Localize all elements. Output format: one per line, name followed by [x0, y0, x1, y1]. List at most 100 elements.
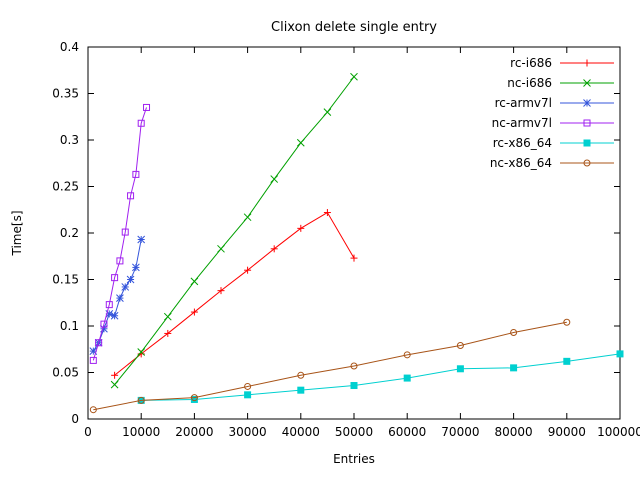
circle-open-marker [510, 329, 518, 337]
series-line [114, 76, 355, 385]
square-open-marker [100, 320, 108, 328]
circle-open-marker [583, 159, 591, 167]
legend: rc-i686 nc-i686 rc-armv7l nc-armv7l rc-x86_6… [490, 56, 614, 170]
series-rc-armv7l [89, 235, 146, 355]
circle-open-marker [137, 396, 145, 404]
square-filled-marker [456, 365, 464, 373]
square-open-marker [127, 192, 135, 200]
square-filled-marker [190, 395, 198, 403]
asterisk-marker [583, 99, 591, 107]
cross-marker [296, 138, 305, 147]
series-line [92, 239, 142, 352]
square-open-marker [121, 228, 129, 236]
cross-marker [270, 175, 279, 183]
y-tick-label: 0.05 [52, 366, 79, 380]
square-filled-marker [297, 386, 305, 394]
x-tick-label: 70000 [441, 425, 479, 439]
y-axis-label: Time[s] [10, 211, 24, 257]
legend-item-nc-x86_64: nc-x86_64 [490, 156, 614, 170]
legend-label: nc-armv7l [492, 116, 552, 130]
square-open-marker [143, 103, 151, 111]
series-rc-i686 [111, 209, 358, 379]
square-open-marker [583, 119, 591, 127]
square-filled-marker [350, 382, 358, 390]
asterisk-marker [105, 310, 114, 318]
asterisk-marker [137, 235, 146, 244]
x-tick-label: 20000 [175, 425, 213, 439]
x-tick-label: 10000 [122, 425, 160, 439]
asterisk-marker [126, 275, 135, 284]
square-open-marker [95, 339, 103, 347]
circle-open-marker [244, 382, 252, 390]
square-filled-marker [616, 350, 624, 358]
cross-marker [137, 348, 146, 356]
cross-marker [217, 244, 225, 253]
x-tick-label: 30000 [229, 425, 267, 439]
y-tick-label: 0.35 [52, 87, 79, 101]
series-line [92, 107, 147, 361]
legend-item-nc-armv7l: nc-armv7l [492, 116, 614, 130]
cross-marker [110, 380, 119, 389]
circle-open-marker [350, 362, 358, 370]
legend-label: rc-i686 [510, 56, 552, 70]
x-tick-label: 40000 [282, 425, 320, 439]
legend-item-nc-i686: nc-i686 [507, 76, 614, 90]
legend-item-rc-i686: rc-i686 [510, 56, 614, 70]
square-open-marker [137, 119, 145, 127]
x-tick-label: 50000 [335, 425, 373, 439]
circle-open-marker [403, 351, 411, 359]
x-tick-label: 60000 [388, 425, 426, 439]
x-tick-label: 80000 [495, 425, 533, 439]
circle-open-marker [190, 394, 198, 402]
asterisk-marker [121, 283, 130, 291]
square-filled-marker [583, 139, 591, 147]
y-tick-label: 0.4 [60, 40, 79, 54]
legend-item-rc-armv7l: rc-armv7l [495, 96, 614, 110]
square-open-marker [116, 257, 124, 265]
y-tick-label: 0.2 [60, 226, 79, 240]
series-line [93, 321, 567, 411]
chart-title: Clixon delete single entry [271, 20, 437, 35]
circle-open-marker [297, 371, 305, 379]
cross-marker [323, 108, 332, 116]
cross-marker [190, 277, 199, 286]
legend-item-rc-x86_64: rc-x86_64 [493, 136, 614, 150]
legend-label: nc-i686 [507, 76, 552, 90]
circle-open-marker [456, 342, 464, 350]
y-tick-label: 0.15 [52, 273, 79, 287]
series-line [141, 353, 621, 401]
square-filled-marker [563, 357, 571, 365]
asterisk-marker [116, 294, 124, 302]
x-axis-label: Entries [333, 452, 375, 466]
asterisk-marker [132, 263, 140, 272]
circle-open-marker [563, 318, 571, 326]
series-nc-x86_64 [89, 318, 571, 414]
x-tick-label: 0 [84, 425, 92, 439]
square-open-marker [111, 274, 119, 282]
series-rc-x86_64 [137, 350, 624, 404]
square-filled-marker [403, 374, 411, 382]
cross-marker [350, 72, 358, 81]
series-line [114, 211, 355, 376]
cross-marker [583, 79, 591, 87]
axis-ticks: 0 10000 20000 30000 40000 50000 60000 70000 8000… [52, 40, 640, 439]
legend-label: nc-x86_64 [490, 156, 552, 170]
square-open-marker [132, 170, 140, 178]
series-nc-i686 [110, 72, 358, 389]
asterisk-marker [89, 347, 98, 355]
cross-marker [163, 312, 172, 321]
y-tick-label: 0 [71, 412, 79, 426]
square-filled-marker [510, 364, 518, 372]
legend-label: rc-x86_64 [493, 136, 552, 150]
y-tick-label: 0.3 [60, 133, 79, 147]
square-open-marker [89, 356, 97, 364]
circle-open-marker [89, 406, 97, 414]
y-tick-label: 0.25 [52, 180, 79, 194]
legend-label: rc-armv7l [495, 96, 552, 110]
x-tick-label: 90000 [548, 425, 586, 439]
square-open-marker [105, 301, 113, 309]
series-nc-armv7l [89, 103, 151, 364]
asterisk-marker [110, 311, 119, 320]
